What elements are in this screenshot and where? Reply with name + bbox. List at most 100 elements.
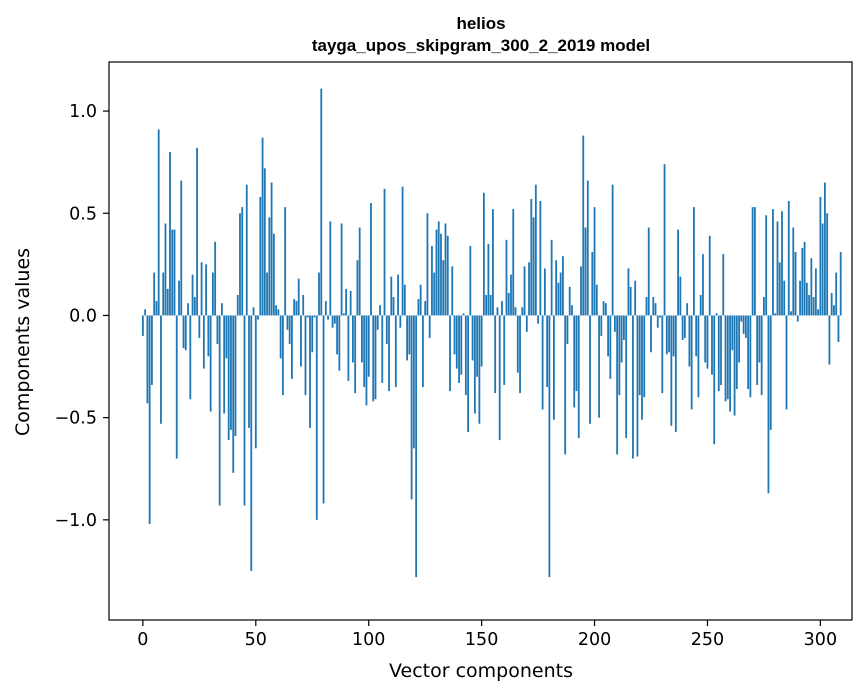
bar-142 xyxy=(462,313,465,316)
bar-232 xyxy=(665,315,668,355)
bar-39 xyxy=(230,315,232,430)
bar-18 xyxy=(182,315,185,349)
bar-214 xyxy=(625,315,628,439)
bar-112 xyxy=(394,315,397,387)
bar-244 xyxy=(693,207,695,316)
bar-27 xyxy=(202,315,205,369)
bar-126 xyxy=(426,213,429,316)
bar-200 xyxy=(593,207,596,316)
bar-0 xyxy=(141,315,144,336)
bar-249 xyxy=(704,315,707,363)
bar-156 xyxy=(494,315,497,394)
y-tick-label: 1.0 xyxy=(69,102,97,122)
bar-265 xyxy=(740,315,743,322)
bar-29 xyxy=(207,315,210,357)
bar-81 xyxy=(324,301,327,316)
bar-305 xyxy=(830,292,833,316)
bar-95 xyxy=(356,260,359,316)
bar-297 xyxy=(812,297,815,316)
x-tick-label: 300 xyxy=(804,630,837,650)
bar-14 xyxy=(173,229,176,316)
bar-299 xyxy=(817,309,820,316)
bar-182 xyxy=(552,315,555,420)
bar-107 xyxy=(383,188,386,316)
x-tick-label: 50 xyxy=(245,630,267,650)
bar-161 xyxy=(505,239,508,316)
bar-145 xyxy=(469,245,472,316)
bar-30 xyxy=(209,315,212,412)
bar-62 xyxy=(281,315,284,396)
bar-59 xyxy=(275,305,278,316)
bar-306 xyxy=(833,305,835,316)
bar-165 xyxy=(514,307,517,316)
bar-15 xyxy=(175,315,178,459)
bar-117 xyxy=(406,315,409,361)
bar-207 xyxy=(609,315,612,379)
bar-167 xyxy=(519,315,521,394)
bar-169 xyxy=(523,266,526,316)
bar-57 xyxy=(270,182,273,316)
bar-19 xyxy=(184,315,187,351)
bar-94 xyxy=(354,315,357,394)
bar-227 xyxy=(654,303,657,316)
bar-218 xyxy=(634,280,637,316)
bar-205 xyxy=(604,303,607,316)
bar-282 xyxy=(778,262,781,316)
bar-152 xyxy=(485,295,488,316)
bar-264 xyxy=(738,315,740,363)
bar-269 xyxy=(749,315,752,398)
bar-141 xyxy=(460,315,463,375)
bar-32 xyxy=(214,241,217,316)
bar-130 xyxy=(435,229,438,316)
bar-194 xyxy=(580,266,582,316)
bar-268 xyxy=(747,315,750,390)
bar-88 xyxy=(340,223,343,316)
bar-61 xyxy=(279,315,282,359)
bar-46 xyxy=(245,184,248,316)
bar-series xyxy=(141,88,842,578)
bar-266 xyxy=(742,315,745,334)
bar-174 xyxy=(534,184,537,316)
bar-115 xyxy=(401,186,404,316)
bar-175 xyxy=(537,315,539,324)
bar-131 xyxy=(437,221,440,316)
bar-91 xyxy=(347,315,350,381)
bar-190 xyxy=(571,305,573,316)
bar-203 xyxy=(600,315,603,336)
bar-83 xyxy=(329,221,332,316)
bar-67 xyxy=(293,299,296,316)
bar-71 xyxy=(302,295,305,316)
bar-154 xyxy=(489,295,492,316)
bar-162 xyxy=(507,292,510,316)
bar-90 xyxy=(345,288,348,316)
bar-307 xyxy=(835,272,838,316)
bar-248 xyxy=(702,254,704,316)
bar-52 xyxy=(259,196,262,316)
bar-121 xyxy=(415,315,418,578)
bar-13 xyxy=(171,229,174,316)
bar-309 xyxy=(839,252,842,316)
bar-209 xyxy=(613,315,616,332)
y-tick-label: −1.0 xyxy=(55,511,98,531)
bar-252 xyxy=(711,315,713,375)
bar-173 xyxy=(532,217,535,316)
bar-64 xyxy=(286,315,289,330)
bar-86 xyxy=(336,315,338,355)
bar-82 xyxy=(327,315,329,320)
bar-9 xyxy=(162,272,165,316)
bar-301 xyxy=(821,223,824,316)
bar-70 xyxy=(300,315,302,367)
bar-128 xyxy=(431,245,433,316)
bar-69 xyxy=(297,278,300,316)
bar-180 xyxy=(548,315,551,578)
bar-77 xyxy=(315,315,318,520)
bar-155 xyxy=(492,209,494,316)
bar-300 xyxy=(819,196,822,316)
bar-258 xyxy=(724,315,727,402)
bar-201 xyxy=(595,284,598,316)
bar-208 xyxy=(611,184,614,316)
bar-51 xyxy=(257,315,259,320)
bar-16 xyxy=(178,280,180,316)
bar-178 xyxy=(543,268,546,316)
bar-10 xyxy=(164,223,167,316)
